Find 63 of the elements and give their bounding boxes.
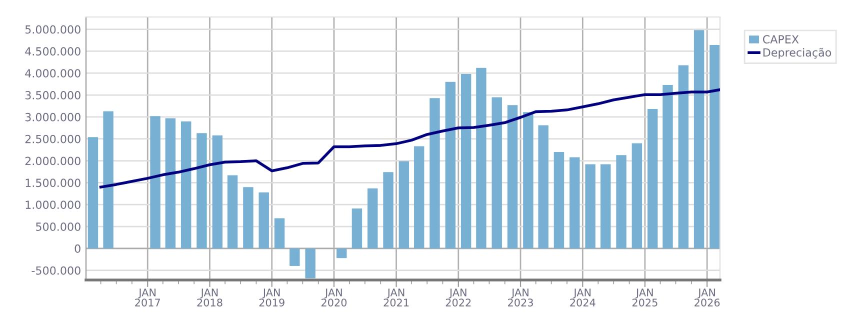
- bar: [165, 118, 176, 248]
- bar: [352, 208, 362, 248]
- bar: [570, 157, 580, 248]
- bar: [336, 248, 347, 258]
- x-tick-label: JAN 2018: [197, 288, 222, 306]
- bar: [507, 105, 518, 248]
- bar: [538, 125, 548, 248]
- bar: [430, 98, 440, 248]
- bar: [662, 84, 673, 248]
- y-tick-label: 2.000.000: [25, 156, 80, 166]
- bar: [180, 121, 192, 248]
- bar: [616, 155, 626, 248]
- y-tick-label: 2.500.000: [25, 134, 80, 144]
- bar: [694, 30, 704, 248]
- bar: [227, 175, 238, 248]
- bar: [600, 164, 611, 248]
- y-tick-label: 3.000.000: [25, 112, 80, 122]
- bar: [290, 248, 300, 266]
- x-tick-label: JAN 2026: [694, 288, 720, 306]
- bar: [150, 116, 160, 248]
- bar: [88, 137, 98, 248]
- y-tick-label: 3.500.000: [25, 91, 80, 100]
- y-tick-label: 500.000: [36, 222, 80, 231]
- bar: [445, 82, 456, 248]
- y-tick-label: 1.000.000: [26, 200, 80, 209]
- legend-label: CAPEX: [762, 35, 799, 44]
- y-tick-label: 1.500.000: [26, 178, 80, 188]
- bar: [460, 74, 472, 248]
- x-tick-label: JAN 2019: [259, 288, 284, 306]
- y-tick-label: 5.000.000: [25, 25, 80, 34]
- x-tick-label: JAN 2022: [446, 288, 471, 306]
- bar: [632, 143, 642, 248]
- y-tick-label: -500.000: [32, 266, 80, 275]
- bar: [398, 161, 410, 248]
- bar: [103, 111, 114, 248]
- bar: [647, 109, 658, 248]
- bar: [368, 188, 378, 248]
- y-tick-label: 0: [74, 244, 80, 253]
- x-tick-label: JAN 2023: [508, 288, 533, 306]
- x-tick-label: JAN 2021: [384, 288, 409, 306]
- bar: [274, 218, 285, 248]
- y-tick-label: 4.500.000: [25, 47, 80, 56]
- bar: [678, 65, 689, 248]
- bar: [212, 135, 222, 248]
- x-tick-label: JAN 2025: [632, 288, 658, 306]
- bar: [196, 133, 207, 248]
- bar: [710, 45, 720, 248]
- bar: [305, 248, 316, 278]
- line-series: [99, 88, 720, 188]
- bar: [585, 164, 596, 248]
- bar: [492, 97, 502, 248]
- bar: [383, 172, 394, 248]
- bar: [523, 112, 534, 248]
- x-tick-label: JAN 2017: [135, 288, 160, 306]
- y-tick-label: 4.000.000: [25, 69, 80, 78]
- bar: [476, 68, 486, 248]
- bar: [414, 146, 424, 248]
- legend-label: Depreciação: [763, 48, 832, 59]
- bar: [243, 187, 254, 248]
- x-tick-label: JAN 2024: [570, 288, 596, 306]
- x-tick-label: JAN 2020: [321, 288, 347, 306]
- bar: [554, 152, 564, 248]
- bar: [258, 192, 269, 248]
